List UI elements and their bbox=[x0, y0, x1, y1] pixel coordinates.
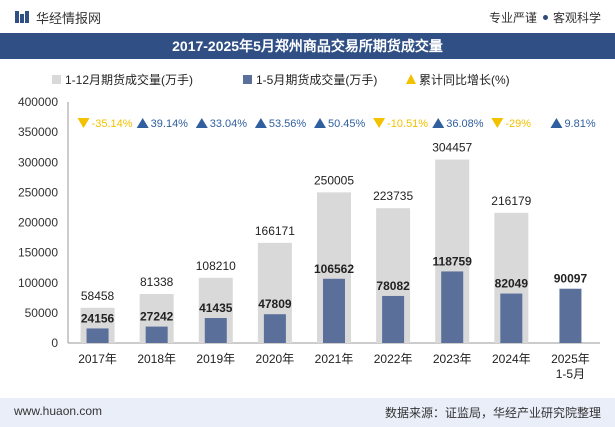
growth-down-icon bbox=[373, 118, 386, 128]
footer: www.huaon.com 数据来源：证监局，华经产业研究院整理 bbox=[0, 398, 615, 427]
y-tick-label: 400000 bbox=[18, 95, 58, 109]
footer-source: 数据来源：证监局，华经产业研究院整理 bbox=[384, 406, 601, 420]
data-label-full-year: 216179 bbox=[491, 194, 531, 208]
growth-label: 50.45% bbox=[328, 118, 366, 130]
data-label-jan-may: 78082 bbox=[376, 279, 410, 293]
x-tick-label: 2025年 bbox=[551, 352, 590, 366]
y-tick-label: 350000 bbox=[18, 125, 58, 139]
bar-jan-may bbox=[263, 314, 286, 343]
growth-up-icon bbox=[195, 118, 208, 128]
growth-label: -29% bbox=[505, 118, 531, 130]
growth-up-icon bbox=[550, 118, 563, 128]
tag-objective: 客观科学 bbox=[552, 11, 601, 25]
legend-triangle-icon bbox=[406, 74, 416, 84]
data-label-jan-may: 106562 bbox=[314, 262, 354, 276]
growth-label: -10.51% bbox=[387, 118, 428, 130]
growth-label: 39.14% bbox=[151, 118, 189, 130]
growth-down-icon bbox=[491, 118, 504, 128]
y-tick-label: 0 bbox=[51, 336, 58, 350]
brand-name: 华经情报网 bbox=[36, 11, 102, 26]
y-tick-label: 300000 bbox=[18, 155, 58, 169]
x-tick-label: 2019年 bbox=[196, 352, 235, 366]
x-tick-label: 1-5月 bbox=[556, 367, 585, 381]
chart-title: 2017-2025年5月郑州商品交易所期货成交量 bbox=[0, 33, 615, 59]
legend-label-full-year: 1-12月期货成交量(万手) bbox=[65, 72, 193, 87]
growth-down-icon bbox=[77, 118, 90, 128]
growth-label: 36.08% bbox=[446, 118, 484, 130]
bar-jan-may bbox=[500, 293, 523, 343]
data-label-jan-may: 47809 bbox=[258, 297, 292, 311]
x-tick-label: 2017年 bbox=[78, 352, 117, 366]
growth-label: 53.56% bbox=[269, 118, 307, 130]
header-tags: 专业严谨 客观科学 bbox=[489, 9, 601, 26]
y-tick-label: 150000 bbox=[18, 246, 58, 260]
growth-up-icon bbox=[432, 118, 445, 128]
y-tick-label: 100000 bbox=[18, 276, 58, 290]
legend-swatch-full-year bbox=[52, 75, 61, 84]
bar-jan-may bbox=[559, 288, 582, 343]
x-tick-label: 2018年 bbox=[137, 352, 176, 366]
growth-up-icon bbox=[254, 118, 267, 128]
x-tick-label: 2021年 bbox=[315, 352, 354, 366]
data-label-full-year: 223735 bbox=[373, 189, 413, 203]
growth-up-icon bbox=[314, 118, 326, 128]
x-tick-label: 2023年 bbox=[433, 352, 472, 366]
footer-url: www.huaon.com bbox=[14, 404, 103, 418]
growth-label: 9.81% bbox=[564, 118, 595, 130]
legend-label-jan-may: 1-5月期货成交量(万手) bbox=[256, 72, 377, 87]
growth-label: 33.04% bbox=[210, 118, 248, 130]
y-tick-label: 50000 bbox=[25, 306, 59, 320]
bar-jan-may bbox=[441, 271, 464, 343]
bar-jan-may bbox=[86, 328, 109, 343]
bar-jan-may bbox=[204, 318, 227, 343]
x-tick-label: 2024年 bbox=[492, 352, 531, 366]
separator-dot bbox=[542, 15, 548, 21]
bar-jan-may bbox=[382, 295, 405, 343]
x-tick-label: 2020年 bbox=[256, 352, 295, 366]
data-label-full-year: 166171 bbox=[255, 224, 295, 238]
legend-swatch-jan-may bbox=[243, 75, 252, 84]
legend-label-growth: 累计同比增长(%) bbox=[419, 73, 510, 87]
x-tick-label: 2022年 bbox=[374, 352, 413, 366]
data-label-full-year: 250005 bbox=[314, 173, 354, 187]
bar-jan-may bbox=[323, 278, 345, 343]
data-label-jan-may: 27242 bbox=[140, 310, 174, 324]
data-label-full-year: 304457 bbox=[432, 141, 472, 155]
growth-up-icon bbox=[136, 118, 149, 128]
data-label-full-year: 58458 bbox=[81, 289, 115, 303]
data-label-jan-may: 90097 bbox=[554, 272, 588, 286]
data-label-jan-may: 24156 bbox=[81, 311, 115, 325]
growth-label: -35.14% bbox=[92, 118, 133, 130]
tag-professional: 专业严谨 bbox=[488, 11, 537, 25]
y-tick-label: 250000 bbox=[18, 185, 58, 199]
data-label-full-year: 108210 bbox=[196, 259, 236, 273]
data-label-jan-may: 41435 bbox=[199, 301, 233, 315]
data-label-jan-may: 82049 bbox=[495, 277, 529, 291]
bar-jan-may bbox=[145, 326, 168, 343]
data-label-full-year: 81338 bbox=[140, 275, 174, 289]
chart: 0 50000 100000 150000 200000 250000 300000 3500… bbox=[18, 72, 600, 381]
data-label-jan-may: 118759 bbox=[433, 254, 473, 268]
logo-icon bbox=[15, 11, 29, 23]
y-tick-label: 200000 bbox=[18, 216, 58, 230]
top-bar: 华经情报网 专业严谨 客观科学 bbox=[0, 0, 615, 33]
